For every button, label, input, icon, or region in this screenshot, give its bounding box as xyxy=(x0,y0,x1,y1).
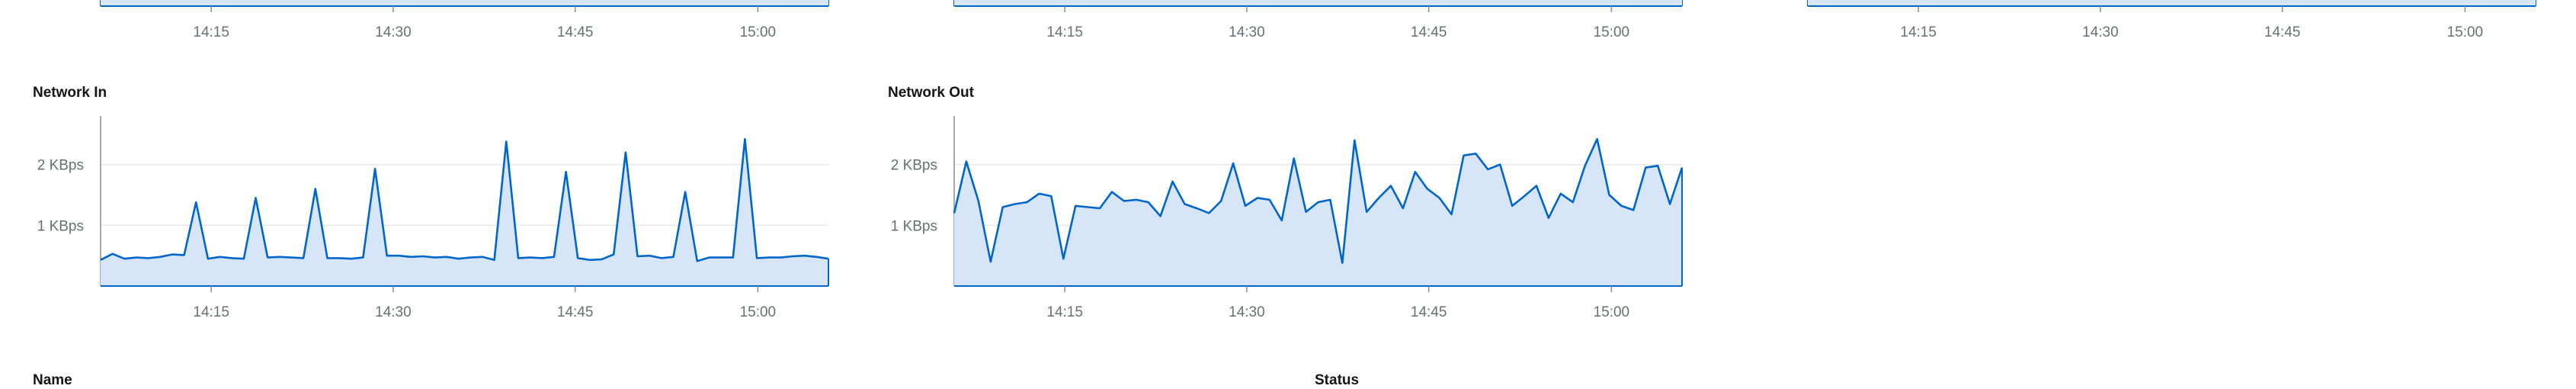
x-tick-label: 14:30 xyxy=(1229,304,1265,320)
series-area xyxy=(101,139,828,286)
area-fill xyxy=(954,0,1682,6)
x-tick-label: 14:45 xyxy=(557,24,594,40)
chart-top-2-svg: 14:15 14:30 14:45 15:00 xyxy=(953,0,1683,40)
status-column-heading: Status xyxy=(1315,372,1360,388)
x-tick-label: 15:00 xyxy=(1594,24,1630,40)
chart-top-1-svg: 14:15 14:30 14:45 15:00 xyxy=(100,0,829,40)
x-tick-label: 14:15 xyxy=(1046,304,1083,320)
series-line xyxy=(953,138,1684,264)
network-out-chart: 1 KBps 2 KBps 14:15 14:30 14:45 15:00 xyxy=(891,116,1684,320)
x-tick-label: 15:00 xyxy=(1594,304,1630,320)
network-out-title: Network Out xyxy=(888,85,974,101)
network-out-card: Network Out 1 KBps 2 KBps 14:15 14:30 14:45 1… xyxy=(854,76,1692,336)
y-tick-label: 2 KBps xyxy=(891,158,937,174)
chart-top-2: 14:15 14:30 14:45 15:00 xyxy=(854,0,1692,53)
network-in-chart: 1 KBps 2 KBps 14:15 14:30 14:45 15:00 xyxy=(37,116,829,320)
x-tick-label: 14:45 xyxy=(1411,24,1447,40)
y-tick-label: 1 KBps xyxy=(37,218,84,234)
chart-top-3: 14:15 14:30 14:45 15:00 xyxy=(1707,0,2546,53)
x-tick-label: 14:30 xyxy=(2082,24,2119,40)
x-tick-label: 14:15 xyxy=(1046,24,1083,40)
x-tick-label: 14:45 xyxy=(2264,24,2301,40)
x-tick-label: 14:15 xyxy=(193,304,229,320)
x-tick-label: 14:30 xyxy=(375,304,412,320)
x-tick-label: 14:15 xyxy=(193,24,229,40)
x-tick-label: 14:45 xyxy=(557,304,594,320)
x-tick-label: 14:45 xyxy=(1411,304,1447,320)
y-tick-label: 2 KBps xyxy=(37,158,84,174)
x-tick-label: 15:00 xyxy=(740,304,777,320)
name-column-heading: Name xyxy=(33,372,72,388)
series-line xyxy=(100,138,829,262)
x-tick-label: 14:30 xyxy=(1229,24,1265,40)
network-in-title: Network In xyxy=(33,85,107,101)
chart-top-3-svg: 14:15 14:30 14:45 15:00 xyxy=(1807,0,2536,40)
area-fill xyxy=(1808,0,2536,6)
x-tick-label: 14:30 xyxy=(375,24,412,40)
x-tick-label: 15:00 xyxy=(2447,24,2484,40)
chart-top-1: 14:15 14:30 14:45 15:00 xyxy=(0,0,838,53)
series-area xyxy=(954,139,1682,286)
network-in-card: Network In 1 KBps 2 KBps 14:15 14:30 14:45 15… xyxy=(0,76,838,336)
x-tick-label: 14:15 xyxy=(1900,24,1937,40)
y-tick-label: 1 KBps xyxy=(891,218,937,234)
x-tick-label: 15:00 xyxy=(740,24,777,40)
area-fill xyxy=(101,0,828,6)
